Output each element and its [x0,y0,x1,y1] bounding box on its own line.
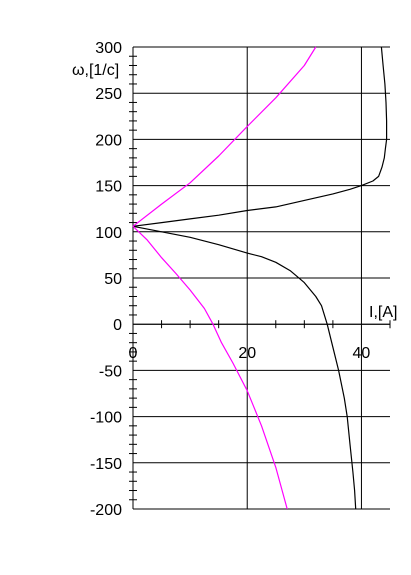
y-tick-label: 250 [95,86,122,103]
y-tick-label: 150 [95,179,122,196]
x-axis-title: I,[A] [369,304,397,321]
x-tick-label: 40 [353,345,371,362]
x-tick-label: 0 [129,345,138,362]
axes [132,47,390,509]
y-tick-label: -100 [90,410,122,427]
y-axis-title: ω,[1/c] [72,62,119,79]
y-tick-label: 100 [95,225,122,242]
y-tick-label: 0 [113,317,122,334]
x-tick-label: 20 [238,345,256,362]
y-tick-label: -50 [99,363,122,380]
y-tick-label: 200 [95,132,122,149]
series-line [132,46,388,227]
series-line [132,225,288,510]
y-tick-label: 300 [95,40,122,57]
series-group [132,46,388,510]
y-tick-label: 50 [104,271,122,288]
y-tick-label: -150 [90,456,122,473]
series-line [132,225,357,510]
y-tick-label: -200 [90,502,122,519]
series-line [132,46,317,227]
grid [133,46,390,510]
tick-labels: -200 -150 -100 -50 0 50 100 150 200 250 300 0 20 40 [90,40,370,519]
